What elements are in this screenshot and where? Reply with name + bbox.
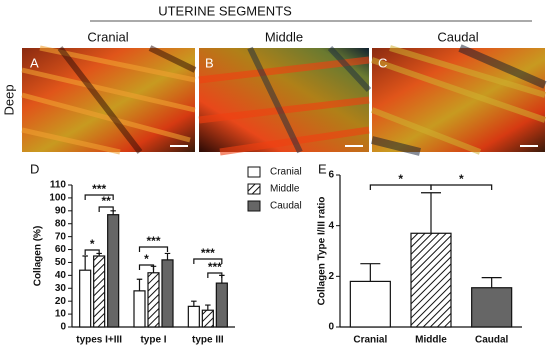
y-tick-label: 10 [55, 309, 67, 320]
y-axis-label: Collagen Type I/III ratio [317, 197, 328, 306]
significance-bracket [207, 272, 223, 278]
panel-letter: D [30, 161, 39, 176]
bar [201, 309, 214, 328]
x-tick-label: types I+III [76, 335, 122, 346]
y-tick-label: 110 [50, 180, 67, 191]
y-tick-label: 100 [49, 193, 66, 204]
significance-label: * [398, 172, 403, 186]
bar [410, 232, 452, 328]
y-tick-label: 40 [55, 270, 67, 281]
bar [79, 269, 92, 328]
bar [133, 290, 146, 328]
bar [147, 272, 160, 328]
y-tick-label: 80 [55, 218, 67, 229]
x-tick-label: Caudal [475, 335, 509, 346]
bar [215, 282, 228, 328]
significance-bracket [138, 246, 169, 252]
y-tick-label: 60 [55, 244, 67, 255]
panel-letter: A [30, 55, 39, 70]
y-tick-label: 2 [328, 271, 334, 282]
y-tick-label: 6 [328, 170, 334, 181]
bar [93, 255, 106, 328]
error-bar [481, 277, 502, 288]
legend-label: Caudal [270, 201, 302, 212]
significance-bracket [84, 194, 114, 200]
y-tick-label: 0 [60, 322, 66, 333]
column-label: Cranial [87, 29, 128, 44]
bar [107, 214, 120, 328]
row-label: Deep [1, 84, 16, 115]
error-bar [82, 255, 88, 271]
significance-label: *** [146, 234, 160, 248]
y-tick-label: 20 [55, 296, 67, 307]
error-bar [360, 263, 381, 282]
y-axis-label: Collagen (%) [33, 226, 44, 287]
panel-letter: E [318, 161, 327, 176]
x-tick-label: Middle [415, 335, 447, 346]
bar [187, 305, 200, 328]
y-tick-label: 30 [55, 283, 67, 294]
legend-swatch [247, 200, 261, 212]
micrograph [21, 45, 197, 155]
error-bar [136, 278, 143, 291]
bar [471, 287, 513, 328]
significance-bracket [430, 184, 493, 190]
significance-bracket [193, 258, 223, 264]
y-tick-label: 4 [328, 220, 334, 231]
x-tick-label: Cranial [353, 335, 387, 346]
error-bar [421, 192, 441, 234]
significance-label: *** [208, 260, 222, 274]
bar [349, 280, 391, 328]
legend-swatch [247, 183, 261, 195]
significance-label: * [90, 237, 95, 251]
panel-letter: C [378, 55, 387, 70]
column-label: Middle [265, 29, 303, 44]
micrograph [370, 44, 547, 156]
y-tick-label: 70 [55, 231, 67, 242]
significance-label: * [144, 252, 149, 266]
significance-bracket [84, 249, 100, 255]
legend-label: Middle [270, 184, 300, 195]
micrograph [198, 45, 372, 156]
error-bar [205, 304, 211, 311]
error-bar [191, 300, 197, 307]
bar [161, 259, 174, 328]
significance-label: *** [92, 182, 106, 196]
panel-letter: B [205, 55, 214, 70]
significance-bracket [98, 206, 114, 212]
significance-label: *** [201, 246, 215, 260]
column-label: Caudal [437, 29, 478, 44]
significance-label: ** [101, 194, 111, 208]
y-tick-label: 50 [55, 257, 67, 268]
significance-bracket [138, 264, 155, 270]
significance-label: * [459, 172, 464, 186]
y-tick-label: 90 [55, 205, 67, 216]
figure-title: UTERINE SEGMENTS [158, 3, 292, 18]
x-tick-label: type III [192, 335, 224, 346]
x-tick-label: type I [140, 335, 166, 346]
y-tick-label: 0 [328, 322, 334, 333]
legend-swatch [247, 166, 261, 178]
error-bar [164, 252, 171, 260]
legend-label: Cranial [270, 167, 302, 178]
